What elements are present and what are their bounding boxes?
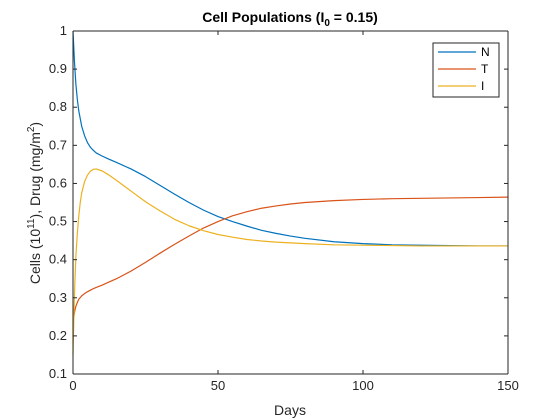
y-tick-label: 0.6: [49, 175, 67, 190]
x-tick-label: 100: [352, 378, 374, 393]
y-axis-label-part2: ), Drug (mg/m: [27, 132, 43, 218]
y-tick-label: 1: [60, 23, 67, 38]
y-tick-label: 0.5: [49, 214, 67, 229]
y-axis-label-part1: Cells (10: [27, 229, 43, 284]
legend: NTI: [432, 42, 500, 98]
y-tick-label: 0.7: [49, 137, 67, 152]
y-tick-label: 0.2: [49, 328, 67, 343]
chart-title-subscript: 0: [324, 18, 330, 29]
x-tick-label: 50: [211, 378, 225, 393]
y-tick-label: 0.8: [49, 99, 67, 114]
legend-label-t: T: [481, 62, 489, 76]
chart-title-prefix: Cell Populations (I: [202, 9, 324, 25]
y-axis-label-sup2: 2: [26, 126, 37, 132]
series-line-t: [72, 196, 509, 321]
x-tick-label: 150: [497, 378, 519, 393]
axes-frame: [72, 30, 509, 375]
legend-label-i: I: [481, 79, 484, 93]
x-axis-label: Days: [274, 402, 306, 418]
y-axis-label: Cells (1011), Drug (mg/m2): [26, 122, 43, 284]
chart-title-suffix: = 0.15): [330, 9, 378, 25]
y-tick-label: 0.9: [49, 61, 67, 76]
series-line-i: [72, 168, 508, 355]
series-line-n: [72, 30, 508, 247]
y-tick-label: 0.1: [49, 366, 67, 381]
y-axis-label-sup1: 11: [26, 218, 37, 229]
x-tick-label: 0: [69, 378, 76, 393]
series-group: [72, 30, 509, 355]
y-axis-label-part3: ): [27, 122, 43, 127]
chart-title: Cell Populations (I0 = 0.15): [202, 9, 378, 29]
legend-items: NTI: [438, 45, 490, 93]
legend-label-n: N: [481, 45, 490, 59]
ticks-group: 0 50 100 150 0.1 0.2 0.3 0.4 0.5 0.6 0.7 0.8 0.9 1: [49, 23, 519, 393]
y-tick-label: 0.4: [49, 252, 67, 267]
y-tick-label: 0.3: [49, 290, 67, 305]
